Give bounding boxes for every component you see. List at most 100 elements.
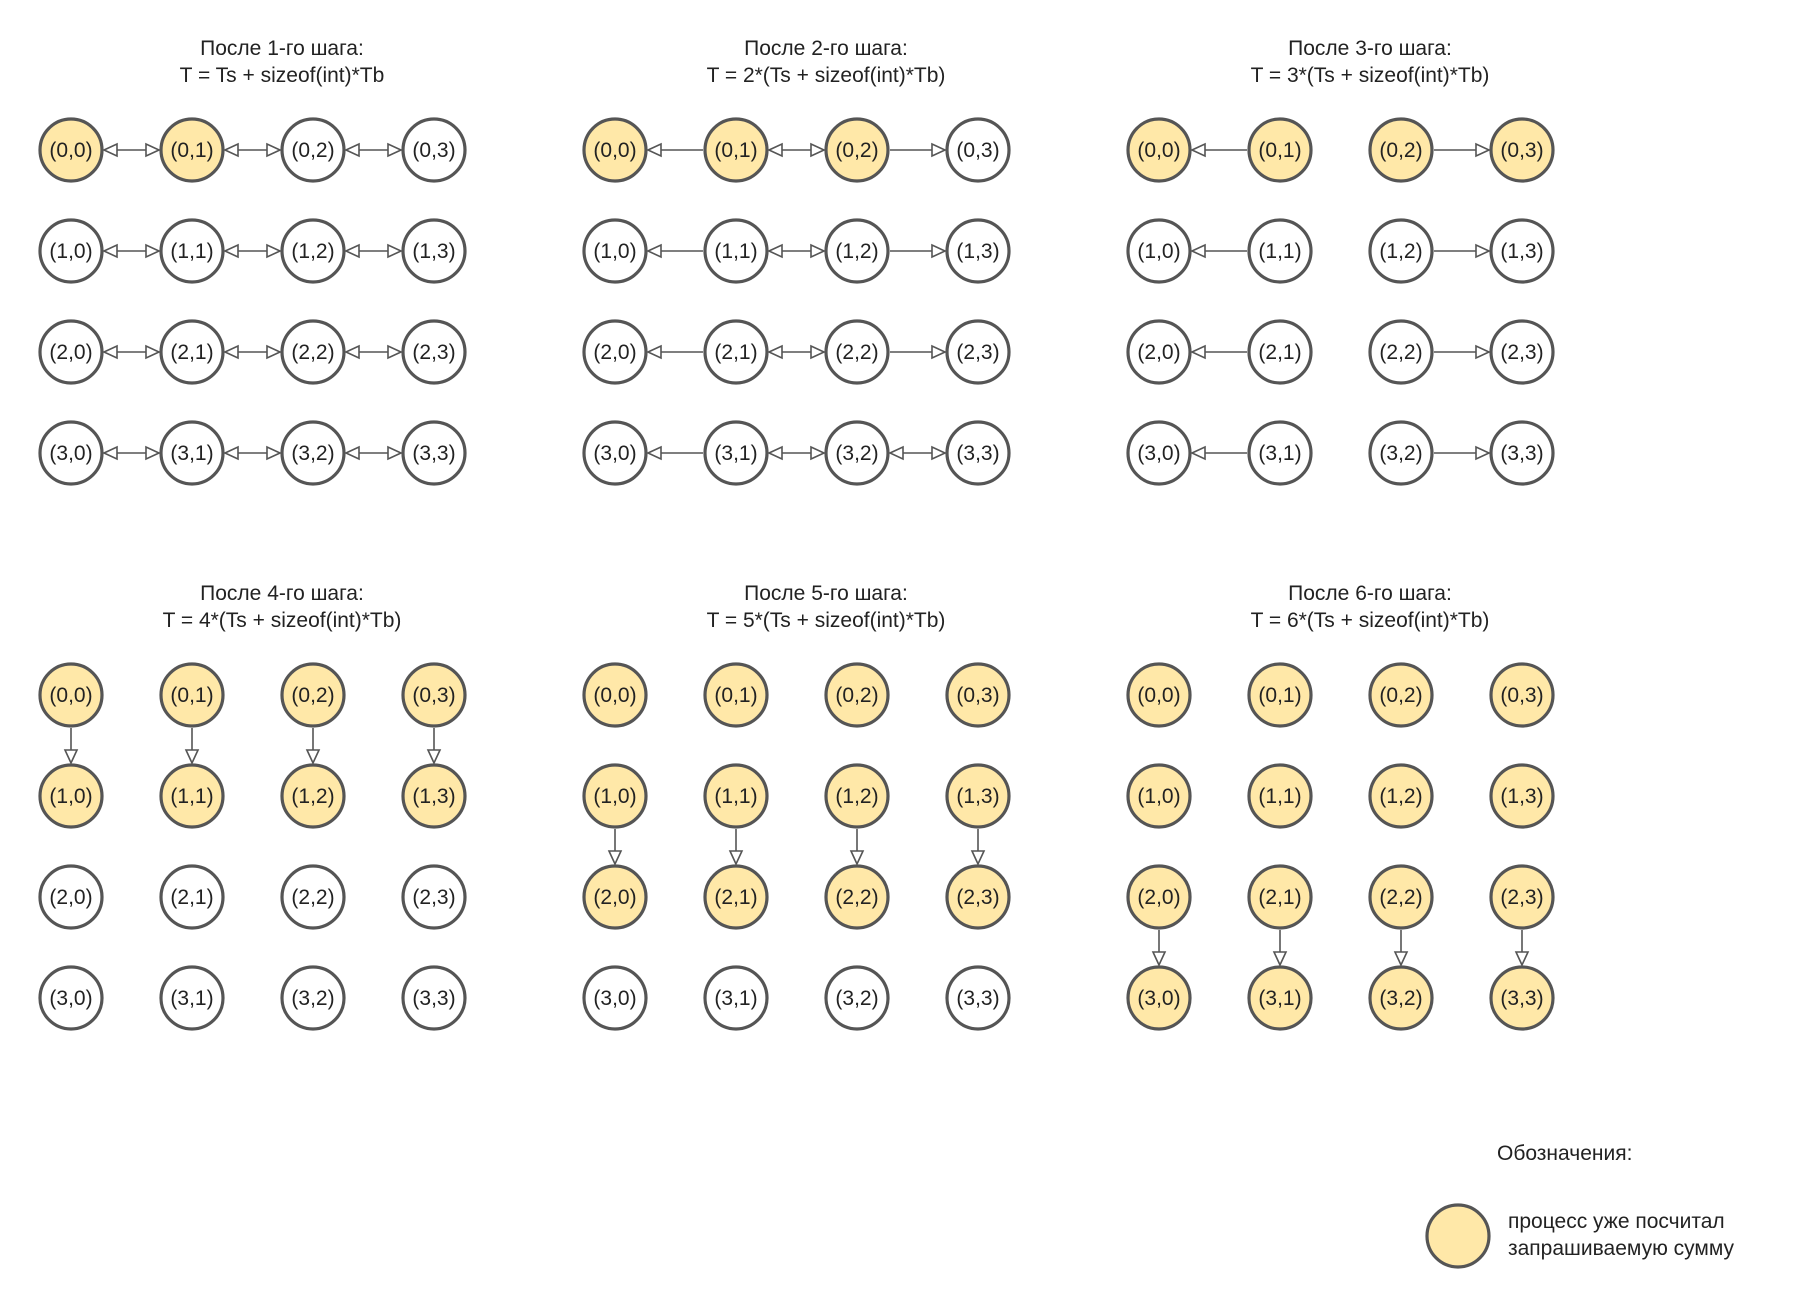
panel-title-line1: После 5-го шага: — [744, 582, 908, 605]
process-node: (1,0) — [1126, 763, 1192, 829]
process-node: (2,3) — [401, 319, 467, 385]
arrow-head — [344, 445, 360, 461]
process-node-pending — [1247, 420, 1313, 486]
process-node-pending — [824, 965, 890, 1031]
process-node: (2,2) — [1368, 319, 1434, 385]
process-node: (1,0) — [38, 218, 104, 284]
panel-title-line1: После 4-го шага: — [200, 582, 364, 605]
process-node: (1,2) — [1368, 218, 1434, 284]
arrow-head — [646, 142, 662, 158]
process-node-label: (0,2) — [835, 684, 878, 707]
process-node-label: (2,0) — [593, 341, 636, 364]
process-node-label: (3,2) — [291, 987, 334, 1010]
process-node-pending — [159, 420, 225, 486]
process-node-pending — [703, 319, 769, 385]
process-node-computed — [1489, 965, 1555, 1031]
process-node-label: (1,1) — [170, 785, 213, 808]
panel-title-line2: T = 6*(Ts + sizeof(int)*Tb) — [1251, 609, 1490, 632]
process-node-computed — [1126, 965, 1192, 1031]
process-node-computed — [824, 864, 890, 930]
process-node-label: (0,0) — [1137, 139, 1180, 162]
process-node-label: (0,1) — [714, 684, 757, 707]
process-node-label: (2,3) — [412, 341, 455, 364]
process-node-label: (2,3) — [412, 886, 455, 909]
process-node: (2,3) — [945, 864, 1011, 930]
process-node-pending — [1368, 319, 1434, 385]
arrow-head — [767, 243, 783, 259]
process-node-label: (3,0) — [1137, 442, 1180, 465]
process-node: (2,2) — [824, 864, 890, 930]
process-node-computed — [1126, 117, 1192, 183]
process-node: (1,0) — [582, 218, 648, 284]
process-node-pending — [401, 420, 467, 486]
process-node-computed — [401, 662, 467, 728]
process-node-pending — [401, 319, 467, 385]
process-node-pending — [1368, 420, 1434, 486]
arrow-head — [102, 243, 118, 259]
process-node: (2,1) — [1247, 319, 1313, 385]
process-node-pending — [159, 864, 225, 930]
process-node-label: (2,0) — [1137, 341, 1180, 364]
process-node: (2,2) — [824, 319, 890, 385]
process-node-label: (0,3) — [412, 684, 455, 707]
process-node-label: (3,2) — [291, 442, 334, 465]
arrow-head — [63, 749, 79, 765]
arrow-head — [305, 749, 321, 765]
process-node-pending — [703, 218, 769, 284]
arrow-head — [1475, 243, 1491, 259]
process-node-label: (2,2) — [291, 341, 334, 364]
process-node: (2,1) — [159, 319, 225, 385]
process-node-pending — [401, 864, 467, 930]
process-node-label: (0,3) — [412, 139, 455, 162]
process-node-label: (3,1) — [1258, 987, 1301, 1010]
process-node-label: (0,1) — [170, 139, 213, 162]
process-node-label: (2,3) — [956, 341, 999, 364]
process-node-label: (0,2) — [291, 139, 334, 162]
process-node: (1,3) — [401, 763, 467, 829]
process-node-label: (3,1) — [170, 442, 213, 465]
process-node: (3,2) — [1368, 965, 1434, 1031]
process-node: (0,1) — [1247, 662, 1313, 728]
process-node-computed — [1247, 864, 1313, 930]
process-node-label: (1,3) — [956, 240, 999, 263]
process-node-label: (2,1) — [714, 886, 757, 909]
process-node-label: (2,2) — [1379, 886, 1422, 909]
panel-title-line1: После 3-го шага: — [1288, 37, 1452, 60]
arrow-head — [426, 749, 442, 765]
arrow-head — [1272, 951, 1288, 967]
process-node-computed — [945, 763, 1011, 829]
process-node-computed — [159, 662, 225, 728]
process-node-computed — [280, 763, 346, 829]
arrow-head — [1475, 445, 1491, 461]
panel-title-line2: T = Ts + sizeof(int)*Tb — [180, 64, 385, 87]
process-node-pending — [1247, 319, 1313, 385]
process-node-computed — [1368, 117, 1434, 183]
process-node: (3,1) — [159, 965, 225, 1031]
process-node: (0,2) — [824, 117, 890, 183]
process-node-label: (1,2) — [835, 240, 878, 263]
process-node-label: (3,2) — [835, 987, 878, 1010]
process-node-pending — [582, 965, 648, 1031]
arrow-head — [145, 344, 161, 360]
process-node: (2,1) — [1247, 864, 1313, 930]
process-node: (0,1) — [159, 662, 225, 728]
arrow-head — [931, 445, 947, 461]
process-node-label: (2,0) — [49, 886, 92, 909]
process-node-label: (3,2) — [1379, 442, 1422, 465]
process-node-label: (3,3) — [1500, 442, 1543, 465]
process-node: (0,2) — [1368, 117, 1434, 183]
process-node: (2,2) — [280, 864, 346, 930]
process-node: (3,1) — [703, 965, 769, 1031]
arrow-head — [931, 344, 947, 360]
process-node-label: (2,1) — [714, 341, 757, 364]
panel-step-3: После 3-го шага: T = 3*(Ts + sizeof(int)*… — [1126, 37, 1555, 486]
process-node-computed — [1489, 662, 1555, 728]
arrow-head — [266, 243, 282, 259]
process-node: (0,2) — [824, 662, 890, 728]
process-node-computed — [1368, 763, 1434, 829]
arrow-head — [646, 243, 662, 259]
arrow-head — [646, 344, 662, 360]
process-node-pending — [159, 319, 225, 385]
process-node: (1,2) — [280, 218, 346, 284]
process-node: (2,2) — [280, 319, 346, 385]
